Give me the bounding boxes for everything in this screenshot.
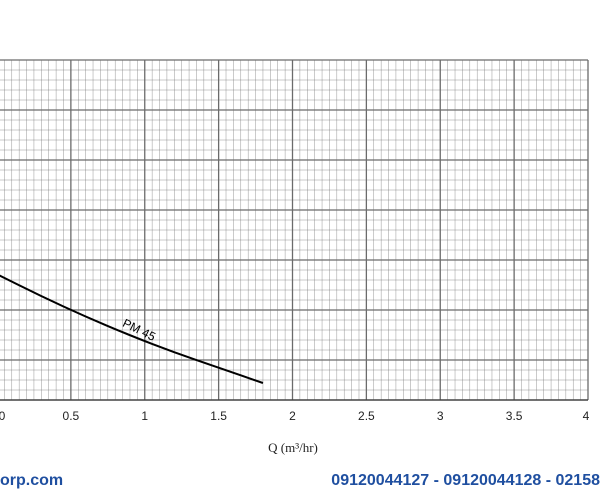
- x-tick-label: 2: [289, 409, 296, 423]
- x-tick-label: 4: [583, 409, 590, 423]
- major-grid: [0, 59, 589, 400]
- x-tick-label: 1: [141, 409, 148, 423]
- x-tick-label: 3: [437, 409, 444, 423]
- x-tick-label: 0: [0, 409, 6, 423]
- minor-grid: [0, 59, 589, 401]
- series-layer: PM 45: [0, 274, 264, 384]
- x-tick-label: 2.5: [358, 409, 375, 423]
- x-tick-labels: 0 0.5 1 1.5 2 2.5 3 3.5 4: [0, 409, 590, 423]
- x-tick-label: 3.5: [506, 409, 523, 423]
- series-line-pm45: [0, 274, 264, 384]
- footer-website: orp.com: [0, 472, 64, 489]
- x-tick-label: 0.5: [63, 409, 80, 423]
- footer-phones: 09120044127 - 09120044128 - 02158: [331, 472, 600, 489]
- x-axis-label: Q (m³/hr): [268, 440, 318, 455]
- x-tick-label: 1.5: [210, 409, 227, 423]
